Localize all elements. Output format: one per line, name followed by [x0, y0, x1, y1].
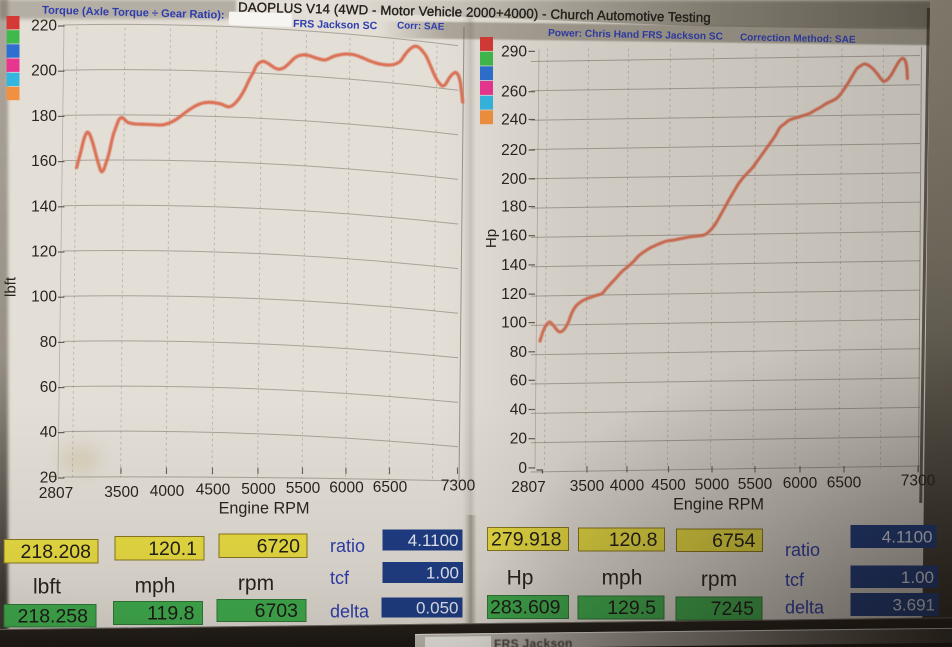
svg-text:6500: 6500	[827, 474, 862, 491]
svg-text:tcf: tcf	[785, 570, 805, 590]
svg-text:100: 100	[31, 289, 57, 306]
svg-text:40: 40	[510, 402, 528, 419]
svg-text:6500: 6500	[373, 479, 408, 496]
svg-text:200: 200	[31, 63, 57, 80]
svg-text:160: 160	[501, 228, 527, 245]
svg-text:200: 200	[501, 171, 527, 188]
svg-text:260: 260	[501, 84, 527, 101]
svg-text:6754: 6754	[712, 530, 756, 552]
svg-text:6000: 6000	[783, 475, 818, 492]
svg-text:180: 180	[501, 199, 527, 216]
svg-text:5000: 5000	[241, 481, 276, 498]
svg-text:2807: 2807	[39, 485, 73, 502]
svg-text:2807: 2807	[511, 479, 545, 496]
svg-text:80: 80	[40, 334, 58, 351]
svg-text:218.258: 218.258	[18, 605, 89, 627]
svg-text:4000: 4000	[610, 478, 645, 495]
svg-text:Correction Method: SAE: Correction Method: SAE	[740, 32, 856, 45]
svg-text:Power: Chris Hand FRS Jackson: Power: Chris Hand FRS Jackson SC	[548, 28, 724, 43]
svg-text:180: 180	[31, 108, 57, 125]
svg-text:120.1: 120.1	[148, 538, 197, 560]
svg-text:120: 120	[501, 286, 527, 303]
svg-text:lbft: lbft	[33, 576, 61, 599]
svg-text:120: 120	[31, 244, 57, 261]
svg-text:60: 60	[510, 372, 528, 389]
svg-text:Engine RPM: Engine RPM	[219, 500, 310, 518]
svg-text:FRS Jackson SC: FRS Jackson SC	[293, 18, 378, 32]
svg-text:140: 140	[31, 198, 57, 215]
svg-text:delta: delta	[785, 598, 825, 618]
svg-text:3500: 3500	[570, 478, 605, 495]
svg-text:40: 40	[40, 424, 58, 441]
svg-text:0.050: 0.050	[416, 599, 459, 618]
svg-text:mph: mph	[602, 567, 643, 590]
svg-text:Hp: Hp	[507, 567, 534, 590]
svg-text:3500: 3500	[104, 484, 139, 501]
svg-text:129.5: 129.5	[607, 597, 656, 619]
svg-text:delta: delta	[330, 602, 370, 622]
svg-text:5000: 5000	[695, 477, 730, 494]
svg-text:80: 80	[510, 344, 528, 361]
svg-text:120.8: 120.8	[609, 529, 658, 551]
svg-text:Corr: SAE: Corr: SAE	[397, 21, 445, 33]
svg-text:140: 140	[501, 257, 527, 274]
svg-text:4.1100: 4.1100	[408, 531, 459, 550]
svg-text:tcf: tcf	[330, 568, 350, 588]
svg-text:4000: 4000	[150, 483, 185, 500]
svg-text:lbft: lbft	[3, 276, 20, 297]
svg-text:20: 20	[510, 431, 528, 448]
svg-text:6703: 6703	[255, 600, 298, 622]
svg-text:rpm: rpm	[238, 572, 274, 595]
svg-text:279.918: 279.918	[491, 529, 562, 551]
svg-text:6720: 6720	[257, 535, 301, 557]
svg-text:mph: mph	[135, 575, 176, 598]
svg-text:7300: 7300	[441, 478, 476, 495]
svg-text:Engine RPM: Engine RPM	[673, 496, 764, 514]
svg-text:rpm: rpm	[701, 568, 737, 591]
svg-text:220: 220	[31, 18, 57, 35]
svg-text:160: 160	[31, 153, 57, 170]
svg-text:218.208: 218.208	[21, 541, 92, 563]
svg-text:4500: 4500	[651, 477, 686, 494]
svg-text:4.1100: 4.1100	[882, 528, 933, 547]
svg-text:60: 60	[40, 379, 58, 396]
svg-text:ratio: ratio	[330, 536, 365, 556]
svg-text:0: 0	[518, 460, 527, 477]
svg-text:20: 20	[40, 470, 58, 487]
svg-text:119.8: 119.8	[147, 603, 194, 625]
svg-text:7300: 7300	[901, 473, 936, 490]
svg-text:ratio: ratio	[785, 540, 820, 560]
svg-text:6000: 6000	[329, 480, 364, 497]
svg-text:100: 100	[501, 315, 527, 332]
svg-text:290: 290	[501, 43, 527, 60]
svg-text:Torque (Axle Torque ÷ Gear Rat: Torque (Axle Torque ÷ Gear Ratio):	[42, 5, 225, 22]
svg-text:1.00: 1.00	[901, 568, 934, 587]
svg-text:5500: 5500	[286, 480, 321, 497]
svg-text:3.691: 3.691	[892, 596, 935, 615]
svg-text:5500: 5500	[738, 476, 773, 493]
svg-text:220: 220	[501, 142, 527, 159]
svg-text:1.00: 1.00	[426, 564, 459, 583]
svg-text:240: 240	[501, 112, 527, 129]
svg-text:4500: 4500	[196, 481, 231, 498]
svg-text:Hp: Hp	[483, 229, 500, 248]
svg-text:7245: 7245	[711, 598, 755, 620]
svg-text:283.609: 283.609	[490, 597, 561, 619]
